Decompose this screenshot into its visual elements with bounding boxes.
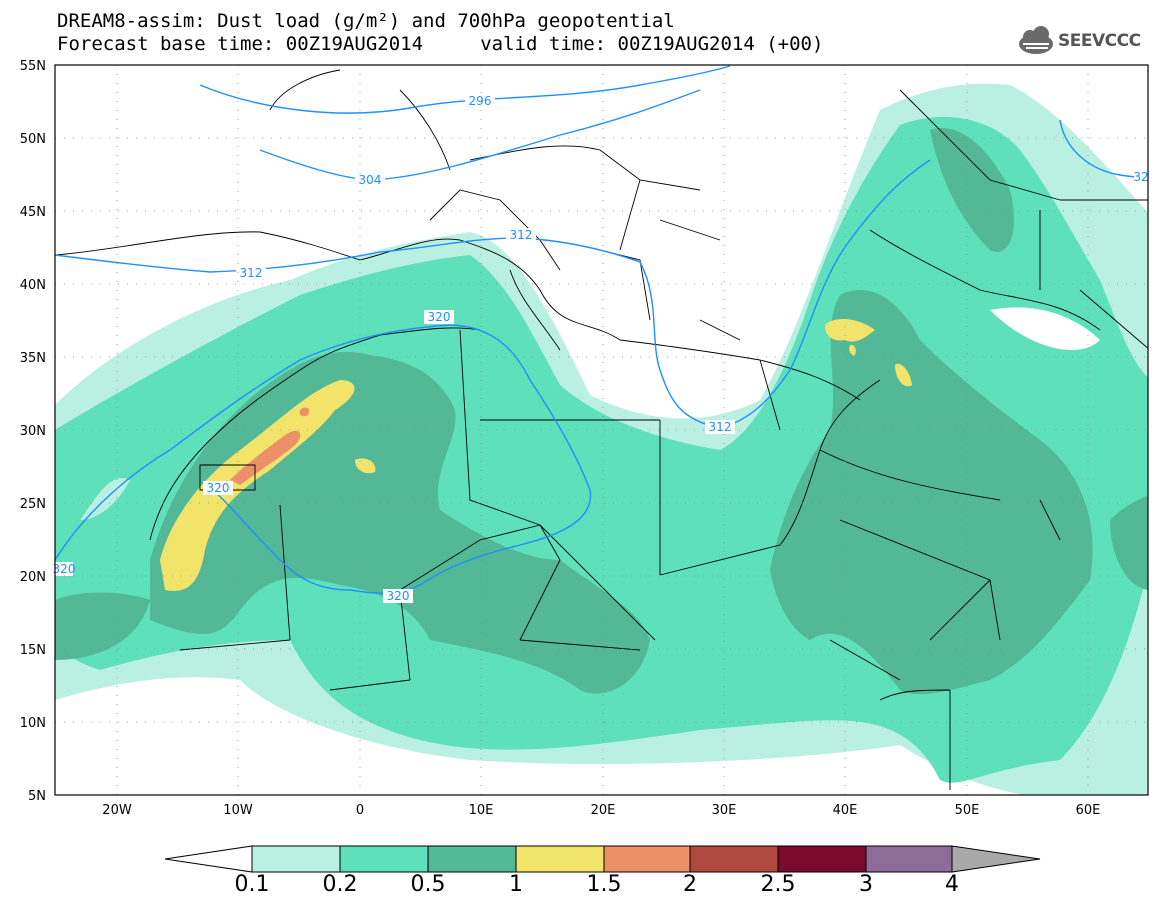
colorbar-segment	[689, 845, 779, 873]
colorbar-label: 0.1	[234, 872, 270, 897]
lat-label: 40N	[20, 278, 46, 293]
colorbar-segment	[339, 845, 429, 873]
dust-level-1	[160, 380, 355, 591]
longitude-axis: 20W 10W 0 10E 20E 30E 40E 50E 60E	[102, 803, 1100, 818]
lon-label: 40E	[833, 803, 858, 818]
contour-label-296: 296	[469, 94, 492, 108]
contour-label-312-east: 312	[709, 420, 732, 434]
lat-label: 25N	[20, 497, 46, 512]
contour-320	[55, 324, 592, 594]
colorbar-segment	[951, 845, 1041, 873]
map-title: DREAM8-assim: Dust load (g/m²) and 700hP…	[57, 10, 675, 32]
contour-label-320-south: 320	[387, 589, 410, 603]
lat-label: 35N	[20, 351, 46, 366]
geopotential-contours	[55, 65, 1148, 594]
lon-label: 50E	[955, 803, 980, 818]
lat-label: 5N	[28, 789, 46, 804]
lat-label: 45N	[20, 205, 46, 220]
colorbar-label: 3	[859, 872, 873, 897]
contour-label-304: 304	[359, 173, 382, 187]
lon-label: 30E	[712, 803, 737, 818]
colorbar-segment	[777, 845, 867, 873]
colorbar-label: 2.5	[760, 872, 796, 897]
contour-label-320-west: 320	[207, 481, 230, 495]
lon-label: 10W	[223, 803, 253, 818]
contour-label-320-north: 320	[428, 310, 451, 324]
seevccc-logo	[1019, 26, 1053, 54]
latitude-axis: 55N 50N 45N 40N 35N 30N 25N 20N 15N 10N …	[20, 59, 46, 804]
contour-312-south	[55, 159, 931, 429]
colorbar	[164, 845, 1041, 873]
dust-level-0.5-east	[770, 290, 1093, 695]
colorbar-label: 0.5	[410, 872, 446, 897]
lat-label: 20N	[20, 570, 46, 585]
lon-label: 20E	[591, 803, 616, 818]
colorbar-label: 0.2	[322, 872, 358, 897]
lon-label: 0	[356, 803, 364, 818]
contour-label-east-edge: 32	[1133, 170, 1148, 184]
contour-304	[259, 89, 701, 181]
country-borders	[55, 69, 1148, 790]
colorbar-segment	[251, 845, 341, 873]
colorbar-label: 4	[945, 872, 959, 897]
map-frame	[54, 64, 1149, 796]
lat-label: 10N	[20, 716, 46, 731]
colorbar-label: 2	[683, 872, 697, 897]
lon-label: 60E	[1076, 803, 1101, 818]
lon-label: 10E	[469, 803, 494, 818]
contour-label-312-west: 312	[240, 266, 263, 280]
colorbar-segment	[515, 845, 605, 873]
colorbar-label: 1.5	[586, 872, 622, 897]
contour-label-312-center: 312	[510, 228, 533, 242]
contour-labels: 296 304 312 312 312 320 320 320 320 32	[53, 94, 1149, 603]
colorbar-segment	[865, 845, 953, 873]
forecast-time-subtitle: Forecast base time: 00Z19AUG2014 valid t…	[57, 33, 824, 55]
contour-label-320-edge: 320	[53, 562, 76, 576]
colorbar-segment	[164, 845, 253, 873]
lat-label: 15N	[20, 643, 46, 658]
logo-text: SEEVCCC	[1058, 31, 1141, 51]
dust-level-1.5	[230, 430, 301, 485]
lon-label: 20W	[102, 803, 132, 818]
colorbar-segment	[427, 845, 517, 873]
colorbar-label: 1	[509, 872, 523, 897]
dust-field	[55, 65, 1148, 795]
lat-label: 55N	[20, 59, 46, 74]
lat-label: 50N	[20, 132, 46, 147]
lat-label: 30N	[20, 424, 46, 439]
cloud-icon	[1019, 26, 1053, 54]
colorbar-segment	[603, 845, 691, 873]
